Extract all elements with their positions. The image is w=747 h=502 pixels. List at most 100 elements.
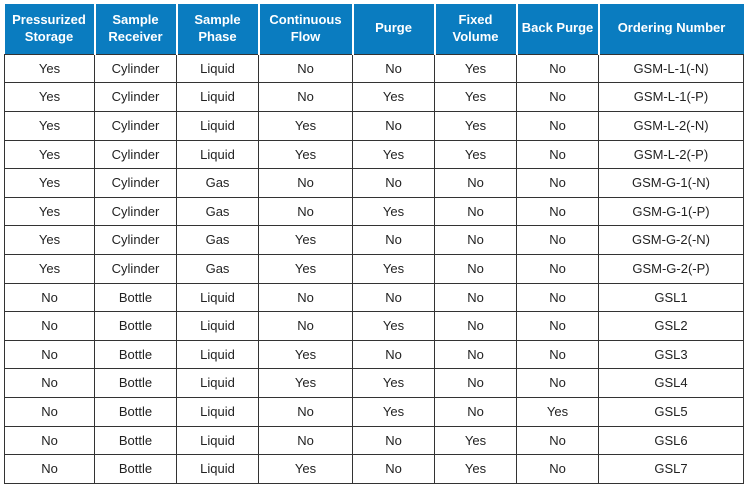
table-cell: Bottle bbox=[95, 369, 177, 398]
table-cell: GSL3 bbox=[599, 340, 744, 369]
table-cell: Yes bbox=[5, 226, 95, 255]
table-cell: No bbox=[5, 369, 95, 398]
table-cell: No bbox=[353, 340, 435, 369]
table-cell: No bbox=[353, 226, 435, 255]
ordering-table: Pressurized Storage Sample Receiver Samp… bbox=[4, 4, 744, 484]
table-cell: No bbox=[517, 283, 599, 312]
table-cell: No bbox=[435, 197, 517, 226]
table-cell: GSL5 bbox=[599, 397, 744, 426]
table-cell: Yes bbox=[5, 54, 95, 83]
table-cell: Bottle bbox=[95, 397, 177, 426]
table-cell: No bbox=[353, 426, 435, 455]
table-cell: Yes bbox=[353, 197, 435, 226]
table-row: YesCylinderGasNoNoNoNoGSM-G-1(-N) bbox=[5, 169, 744, 198]
table-cell: Liquid bbox=[177, 397, 259, 426]
table-cell: Liquid bbox=[177, 369, 259, 398]
table-cell: No bbox=[517, 111, 599, 140]
table-cell: Yes bbox=[259, 226, 353, 255]
table-cell: No bbox=[353, 455, 435, 484]
header-sample-phase: Sample Phase bbox=[177, 4, 259, 54]
table-cell: No bbox=[5, 340, 95, 369]
table-cell: GSL6 bbox=[599, 426, 744, 455]
table-cell: GSM-L-2(-N) bbox=[599, 111, 744, 140]
table-cell: Gas bbox=[177, 197, 259, 226]
table-cell: No bbox=[353, 283, 435, 312]
table-cell: Yes bbox=[435, 83, 517, 112]
table-cell: Yes bbox=[353, 254, 435, 283]
table-cell: Yes bbox=[435, 54, 517, 83]
table-row: NoBottleLiquidNoNoYesNoGSL6 bbox=[5, 426, 744, 455]
table-cell: Cylinder bbox=[95, 83, 177, 112]
table-row: NoBottleLiquidNoYesNoNoGSL2 bbox=[5, 312, 744, 341]
table-cell: No bbox=[259, 54, 353, 83]
table-cell: Yes bbox=[5, 254, 95, 283]
table-cell: No bbox=[259, 397, 353, 426]
table-row: NoBottleLiquidYesNoYesNoGSL7 bbox=[5, 455, 744, 484]
table-cell: No bbox=[259, 197, 353, 226]
table-cell: Liquid bbox=[177, 54, 259, 83]
table-cell: GSL7 bbox=[599, 455, 744, 484]
table-cell: Gas bbox=[177, 169, 259, 198]
table-body: YesCylinderLiquidNoNoYesNoGSM-L-1(-N)Yes… bbox=[5, 54, 744, 483]
table-cell: No bbox=[517, 83, 599, 112]
table-cell: No bbox=[517, 140, 599, 169]
table-cell: GSM-G-2(-N) bbox=[599, 226, 744, 255]
table-cell: No bbox=[5, 455, 95, 484]
table-cell: No bbox=[517, 197, 599, 226]
table-cell: No bbox=[435, 312, 517, 341]
table-cell: Cylinder bbox=[95, 169, 177, 198]
table-cell: Bottle bbox=[95, 340, 177, 369]
table-cell: No bbox=[5, 426, 95, 455]
table-cell: No bbox=[517, 312, 599, 341]
table-row: YesCylinderGasYesYesNoNoGSM-G-2(-P) bbox=[5, 254, 744, 283]
table-cell: Yes bbox=[5, 140, 95, 169]
table-row: NoBottleLiquidNoNoNoNoGSL1 bbox=[5, 283, 744, 312]
table-cell: No bbox=[435, 283, 517, 312]
table-cell: Liquid bbox=[177, 83, 259, 112]
table-row: YesCylinderLiquidNoNoYesNoGSM-L-1(-N) bbox=[5, 54, 744, 83]
table-cell: Gas bbox=[177, 226, 259, 255]
table-cell: No bbox=[517, 254, 599, 283]
table-cell: Yes bbox=[435, 426, 517, 455]
table-cell: Cylinder bbox=[95, 54, 177, 83]
table-cell: Liquid bbox=[177, 312, 259, 341]
table-cell: Liquid bbox=[177, 283, 259, 312]
table-cell: Liquid bbox=[177, 111, 259, 140]
table-cell: No bbox=[435, 169, 517, 198]
header-continuous-flow: Continuous Flow bbox=[259, 4, 353, 54]
header-purge: Purge bbox=[353, 4, 435, 54]
table-cell: Cylinder bbox=[95, 254, 177, 283]
table-cell: Cylinder bbox=[95, 111, 177, 140]
table-row: NoBottleLiquidYesNoNoNoGSL3 bbox=[5, 340, 744, 369]
table-cell: No bbox=[5, 312, 95, 341]
table-cell: GSM-L-1(-N) bbox=[599, 54, 744, 83]
table-cell: GSM-L-2(-P) bbox=[599, 140, 744, 169]
table-cell: Yes bbox=[259, 455, 353, 484]
table-cell: No bbox=[435, 340, 517, 369]
table-row: YesCylinderLiquidNoYesYesNoGSM-L-1(-P) bbox=[5, 83, 744, 112]
table-cell: No bbox=[435, 397, 517, 426]
table-cell: Gas bbox=[177, 254, 259, 283]
table-cell: No bbox=[5, 283, 95, 312]
table-cell: Yes bbox=[5, 111, 95, 140]
table-cell: No bbox=[259, 83, 353, 112]
table-cell: GSL4 bbox=[599, 369, 744, 398]
table-row: YesCylinderLiquidYesYesYesNoGSM-L-2(-P) bbox=[5, 140, 744, 169]
table-cell: Yes bbox=[353, 369, 435, 398]
table-cell: Yes bbox=[259, 369, 353, 398]
table-cell: Cylinder bbox=[95, 197, 177, 226]
table-cell: Yes bbox=[259, 111, 353, 140]
table-cell: No bbox=[517, 455, 599, 484]
table-cell: No bbox=[353, 54, 435, 83]
table-cell: Yes bbox=[353, 312, 435, 341]
table-cell: Yes bbox=[259, 340, 353, 369]
table-cell: Bottle bbox=[95, 283, 177, 312]
table-cell: No bbox=[517, 169, 599, 198]
table-cell: No bbox=[435, 369, 517, 398]
table-cell: No bbox=[517, 54, 599, 83]
table-cell: Cylinder bbox=[95, 226, 177, 255]
table-cell: Yes bbox=[435, 111, 517, 140]
table-cell: No bbox=[353, 169, 435, 198]
table-row: NoBottleLiquidNoYesNoYesGSL5 bbox=[5, 397, 744, 426]
header-fixed-volume: Fixed Volume bbox=[435, 4, 517, 54]
